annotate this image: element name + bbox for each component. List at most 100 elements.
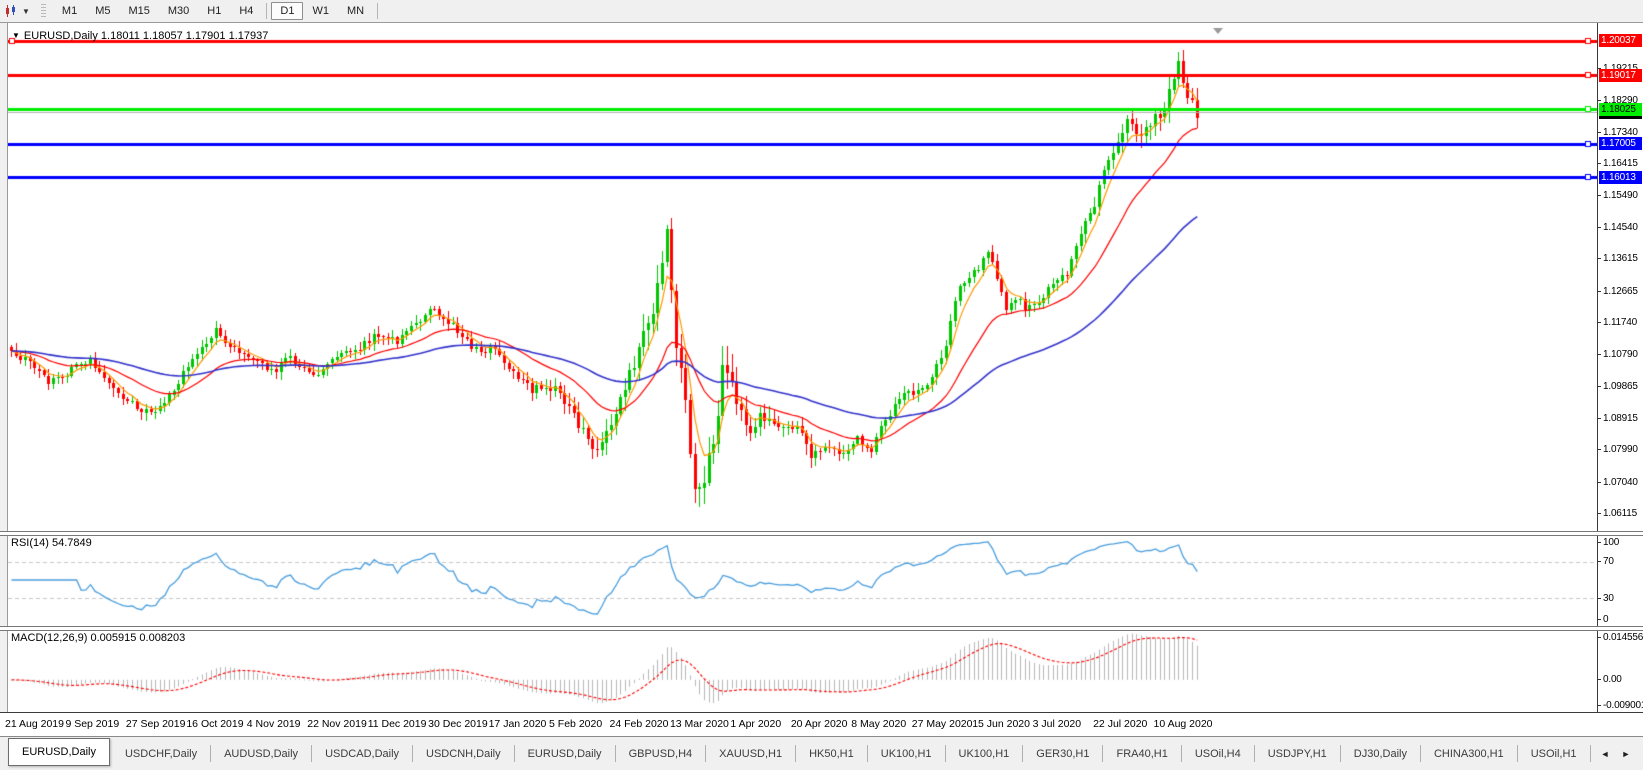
- title-marker-icon: ▼: [12, 31, 20, 40]
- chart-tab-gbpusd-h4[interactable]: GBPUSD,H4: [628, 747, 693, 760]
- tab-separator: [1022, 745, 1024, 762]
- chart-tab-ger30-h1[interactable]: GER30,H1: [1036, 747, 1090, 760]
- chart-type-icon[interactable]: [3, 3, 21, 19]
- panel-separator[interactable]: [0, 531, 1643, 536]
- date-label: 30 Dec 2019: [428, 718, 488, 730]
- date-label: 21 Aug 2019: [5, 718, 64, 730]
- window-left-border: [0, 23, 8, 714]
- tab-separator: [1339, 745, 1341, 762]
- date-label: 11 Dec 2019: [367, 718, 427, 730]
- price-tick: 1.10790: [1597, 348, 1638, 361]
- timeframe-buttons: M1 M5 M15 M30 H1 H4 D1 W1 MN: [53, 0, 382, 22]
- chart-tab-bar: EURUSD,Daily USDCHF,Daily AUDUSD,Daily USDC…: [0, 736, 1643, 770]
- date-label: 9 Sep 2019: [65, 718, 120, 730]
- price-tick: 1.07040: [1597, 476, 1638, 489]
- date-label: 27 Sep 2019: [125, 718, 186, 730]
- chart-tab-eurusd-daily[interactable]: EURUSD,Daily: [527, 747, 602, 760]
- date-label: 3 Jul 2020: [1032, 718, 1082, 730]
- price-tick: 1.17340: [1597, 126, 1638, 139]
- tab-separator: [1253, 745, 1255, 762]
- price-tick: 1.11740: [1597, 316, 1637, 329]
- rsi-tick: 100: [1597, 536, 1619, 549]
- price-tick: 1.07990: [1597, 443, 1638, 456]
- timeframe-button-w1[interactable]: W1: [312, 5, 329, 17]
- tab-separator: [866, 745, 868, 762]
- price-tick: 1.19215: [1597, 62, 1638, 75]
- timeframe-button-m30[interactable]: M30: [167, 5, 190, 17]
- timeframe-button-m5[interactable]: M5: [95, 5, 111, 17]
- chart-tab-usdjpy-h1[interactable]: USDJPY,H1: [1267, 747, 1327, 760]
- main-price-chart[interactable]: [8, 25, 1597, 531]
- date-label: 17 Jan 2020: [488, 718, 547, 730]
- tab-separator: [795, 745, 797, 762]
- chart-tab-usoil-h4[interactable]: USOil,H4: [1194, 747, 1241, 760]
- date-label: 24 Feb 2020: [609, 718, 669, 730]
- chart-tab-uk100-h1[interactable]: UK100,H1: [958, 747, 1010, 760]
- price-tick: 1.14540: [1597, 221, 1638, 234]
- time-scale: 21 Aug 2019 9 Sep 2019 27 Sep 2019 16 Oct 2…: [0, 714, 1643, 736]
- price-tick: 1.09865: [1597, 380, 1638, 393]
- time-axis-line: [0, 712, 1643, 715]
- price-tick: 1.13615: [1597, 252, 1638, 265]
- date-label: 22 Jul 2020: [1093, 718, 1148, 730]
- rsi-indicator-chart[interactable]: [8, 534, 1597, 626]
- level-price-badge: 1.18025: [1599, 102, 1642, 116]
- date-label: 4 Nov 2019: [246, 718, 301, 730]
- toolbar-separator: [266, 3, 268, 19]
- chart-title: ▼ EURUSD,Daily 1.18011 1.18057 1.17901 1.…: [12, 30, 268, 42]
- level-price-badge: 1.20037: [1599, 34, 1642, 48]
- date-label: 22 Nov 2019: [307, 718, 367, 730]
- timeframe-button-mn[interactable]: MN: [346, 5, 365, 17]
- tabs-scroll-right-button[interactable]: ►: [1621, 748, 1631, 759]
- chart-tab-usdcad-daily[interactable]: USDCAD,Daily: [325, 747, 400, 760]
- tab-separator: [944, 745, 946, 762]
- timeframe-button-d1[interactable]: D1: [271, 2, 304, 20]
- rsi-tick: 30: [1597, 592, 1614, 605]
- chart-tab-xauusd-h1[interactable]: XAUUSD,H1: [719, 747, 783, 760]
- chart-type-dropdown-icon[interactable]: ▼: [22, 6, 30, 16]
- tab-separator: [513, 745, 515, 762]
- date-label: 5 Feb 2020: [549, 718, 603, 730]
- chart-tab-fra40-h1[interactable]: FRA40,H1: [1116, 747, 1168, 760]
- tabs-scroll-left-button[interactable]: ◄: [1600, 748, 1610, 759]
- tab-separator: [1589, 745, 1591, 762]
- macd-indicator-chart[interactable]: [8, 629, 1597, 712]
- chart-tab-usdcnh-daily[interactable]: USDCNH,Daily: [426, 747, 501, 760]
- date-label: 20 Apr 2020: [790, 718, 848, 730]
- toolbar-grip[interactable]: [40, 4, 46, 18]
- timeframe-button-m15[interactable]: M15: [128, 5, 150, 17]
- chart-tab-usdchf-daily[interactable]: USDCHF,Daily: [124, 747, 198, 760]
- tab-separator: [1102, 745, 1104, 762]
- level-price-badge: 1.19017: [1599, 68, 1642, 82]
- tab-separator: [1180, 745, 1182, 762]
- date-label: 10 Aug 2020: [1153, 718, 1213, 730]
- timeframe-button-h4[interactable]: H4: [239, 5, 254, 17]
- timeframe-button-h1[interactable]: H1: [207, 5, 222, 17]
- rsi-tick: 0: [1597, 613, 1609, 626]
- chart-tab-uk100-h1[interactable]: UK100,H1: [880, 747, 932, 760]
- panel-separator[interactable]: [0, 626, 1643, 631]
- chart-window: ▼ EURUSD,Daily 1.18011 1.18057 1.17901 1.…: [0, 22, 1643, 770]
- chart-tab-dj30-daily[interactable]: DJ30,Daily: [1353, 747, 1407, 760]
- price-tick: 1.16415: [1597, 157, 1638, 170]
- timeframe-button-m1[interactable]: M1: [61, 5, 78, 17]
- tab-separator: [311, 745, 313, 762]
- timeframe-toolbar: ▼ M1 M5 M15 M30 H1 H4 D1 W1 MN: [0, 0, 1643, 23]
- level-price-badge: 1.17005: [1599, 137, 1642, 151]
- toolbar-separator: [377, 3, 379, 19]
- chart-tab-china300-h1[interactable]: CHINA300,H1: [1433, 747, 1504, 760]
- candlestick-glyph: [6, 5, 15, 17]
- chart-tab-audusd-daily[interactable]: AUDUSD,Daily: [224, 747, 299, 760]
- level-price-badge: 1.16013: [1599, 170, 1642, 184]
- chart-tab-hk50-h1[interactable]: HK50,H1: [809, 747, 854, 760]
- tab-separator: [210, 745, 212, 762]
- price-tick: 1.15490: [1597, 189, 1638, 202]
- rsi-tick: 70: [1597, 555, 1614, 568]
- price-tick: 1.06115: [1597, 507, 1637, 520]
- chart-tab-usoil-h1[interactable]: USOil,H1: [1530, 747, 1577, 760]
- tab-separator: [705, 745, 707, 762]
- chart-tab-eurusd-daily[interactable]: EURUSD,Daily: [8, 738, 110, 766]
- price-tick: 1.12665: [1597, 285, 1638, 298]
- tab-separator: [1419, 745, 1421, 762]
- tab-separator: [412, 745, 414, 762]
